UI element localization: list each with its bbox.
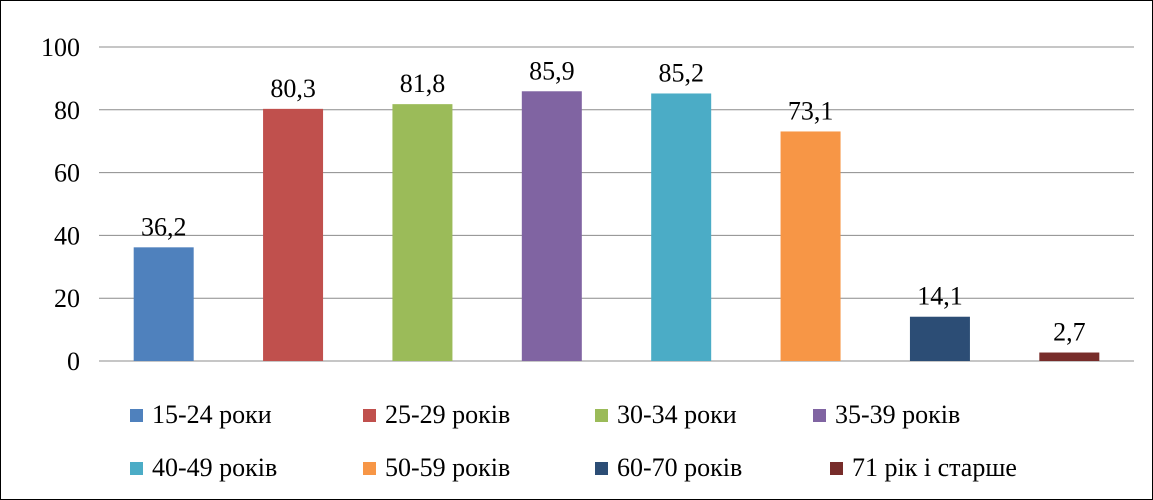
bar: [521, 91, 582, 362]
bar-value-label: 2,7: [1053, 318, 1086, 347]
bar-value-label: 14,1: [917, 282, 963, 311]
bar-value-label: 73,1: [788, 96, 834, 125]
bar: [263, 108, 324, 361]
bar: [780, 131, 841, 361]
bar: [1039, 352, 1100, 361]
y-tick-label: 60: [54, 159, 80, 188]
y-tick-label: 0: [67, 347, 80, 376]
y-tick-label: 40: [54, 221, 80, 250]
bar: [651, 93, 712, 362]
y-axis-ticks: 0 20 40 60 80 100: [41, 33, 80, 376]
y-tick-label: 80: [54, 96, 80, 125]
bar-value-label: 85,2: [658, 58, 704, 87]
bar-value-label: 85,9: [529, 56, 575, 85]
bar: [909, 316, 970, 361]
bar-value-label: 81,8: [400, 69, 446, 98]
bar: [133, 247, 194, 361]
gridlines: [99, 46, 1134, 362]
bars: [133, 91, 1100, 362]
data-labels: 36,2 80,3 81,8 85,9 85,2 73,1 14,1 2,7: [141, 56, 1086, 346]
bar: [392, 104, 453, 361]
bar-value-label: 80,3: [270, 74, 316, 103]
bar-value-label: 36,2: [141, 212, 187, 241]
y-tick-label: 100: [41, 33, 80, 62]
y-tick-label: 20: [54, 284, 80, 313]
